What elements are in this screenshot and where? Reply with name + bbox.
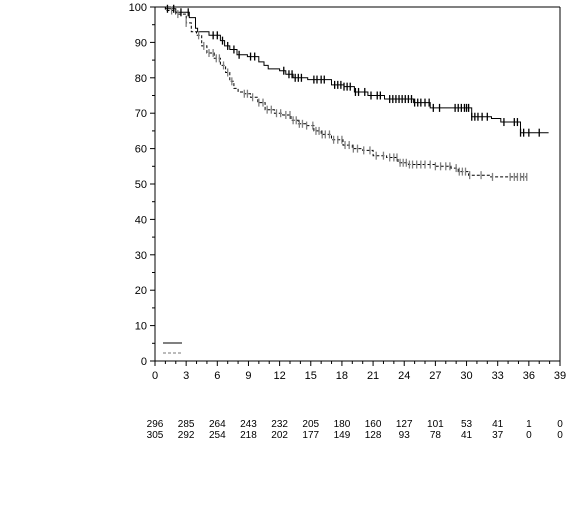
x-tick-label: 36: [523, 370, 535, 382]
legend: [163, 342, 182, 354]
y-tick-label: 10: [135, 321, 147, 333]
risk-count: 41: [492, 419, 504, 430]
y-tick-label: 100: [129, 2, 147, 14]
y-tick-label: 90: [135, 37, 147, 49]
series-line-2: [155, 6, 527, 178]
risk-count: 0: [557, 419, 563, 430]
x-tick-label: 0: [152, 370, 158, 382]
risk-count: 78: [430, 430, 442, 441]
risk-count: 0: [526, 430, 532, 441]
x-tick-label: 9: [245, 370, 251, 382]
risk-count: 180: [334, 419, 351, 430]
risk-count: 218: [240, 430, 257, 441]
risk-count: 93: [399, 430, 411, 441]
x-tick-label: 33: [492, 370, 504, 382]
y-tick-label: 0: [141, 356, 147, 368]
risk-count: 243: [240, 419, 257, 430]
y-tick-label: 20: [135, 285, 147, 297]
risk-count: 127: [396, 419, 413, 430]
risk-count: 149: [334, 430, 351, 441]
risk-count: 128: [365, 430, 382, 441]
y-tick-label: 40: [135, 214, 147, 226]
y-tick-label: 70: [135, 108, 147, 120]
y-tick-label: 80: [135, 73, 147, 85]
x-tick-label: 30: [460, 370, 472, 382]
x-tick-label: 6: [214, 370, 220, 382]
risk-count: 285: [178, 419, 195, 430]
x-tick-label: 39: [554, 370, 566, 382]
y-axis-ticks: 0 10 20 30 40 50 60 70 80 90 100: [129, 2, 155, 368]
risk-count: 254: [209, 430, 226, 441]
risk-count: 37: [492, 430, 504, 441]
risk-count: 292: [178, 430, 195, 441]
y-tick-label: 60: [135, 144, 147, 156]
risk-count: 160: [365, 419, 382, 430]
x-tick-label: 24: [398, 370, 410, 382]
series-group: [155, 4, 549, 181]
risk-count: 264: [209, 419, 226, 430]
x-axis-ticks: 0 3 6 9 12 15 18 21 24 27 30 33 36 39: [152, 361, 566, 382]
x-tick-label: 18: [336, 370, 348, 382]
risk-count: 296: [147, 419, 164, 430]
risk-count: 232: [271, 419, 288, 430]
risk-count: 53: [461, 419, 473, 430]
risk-count: 177: [302, 430, 319, 441]
risk-count: 305: [147, 430, 164, 441]
x-tick-label: 27: [429, 370, 441, 382]
risk-count: 41: [461, 430, 473, 441]
x-tick-label: 21: [367, 370, 379, 382]
y-tick-label: 30: [135, 250, 147, 262]
risk-count: 1: [526, 419, 532, 430]
risk-count: 202: [271, 430, 288, 441]
x-tick-label: 15: [305, 370, 317, 382]
risk-count: 101: [427, 419, 444, 430]
x-tick-label: 12: [273, 370, 285, 382]
y-tick-label: 50: [135, 179, 147, 191]
risk-count: 0: [557, 430, 563, 441]
series-line-1: [155, 6, 549, 134]
x-tick-label: 3: [183, 370, 189, 382]
risk-count: 205: [302, 419, 319, 430]
